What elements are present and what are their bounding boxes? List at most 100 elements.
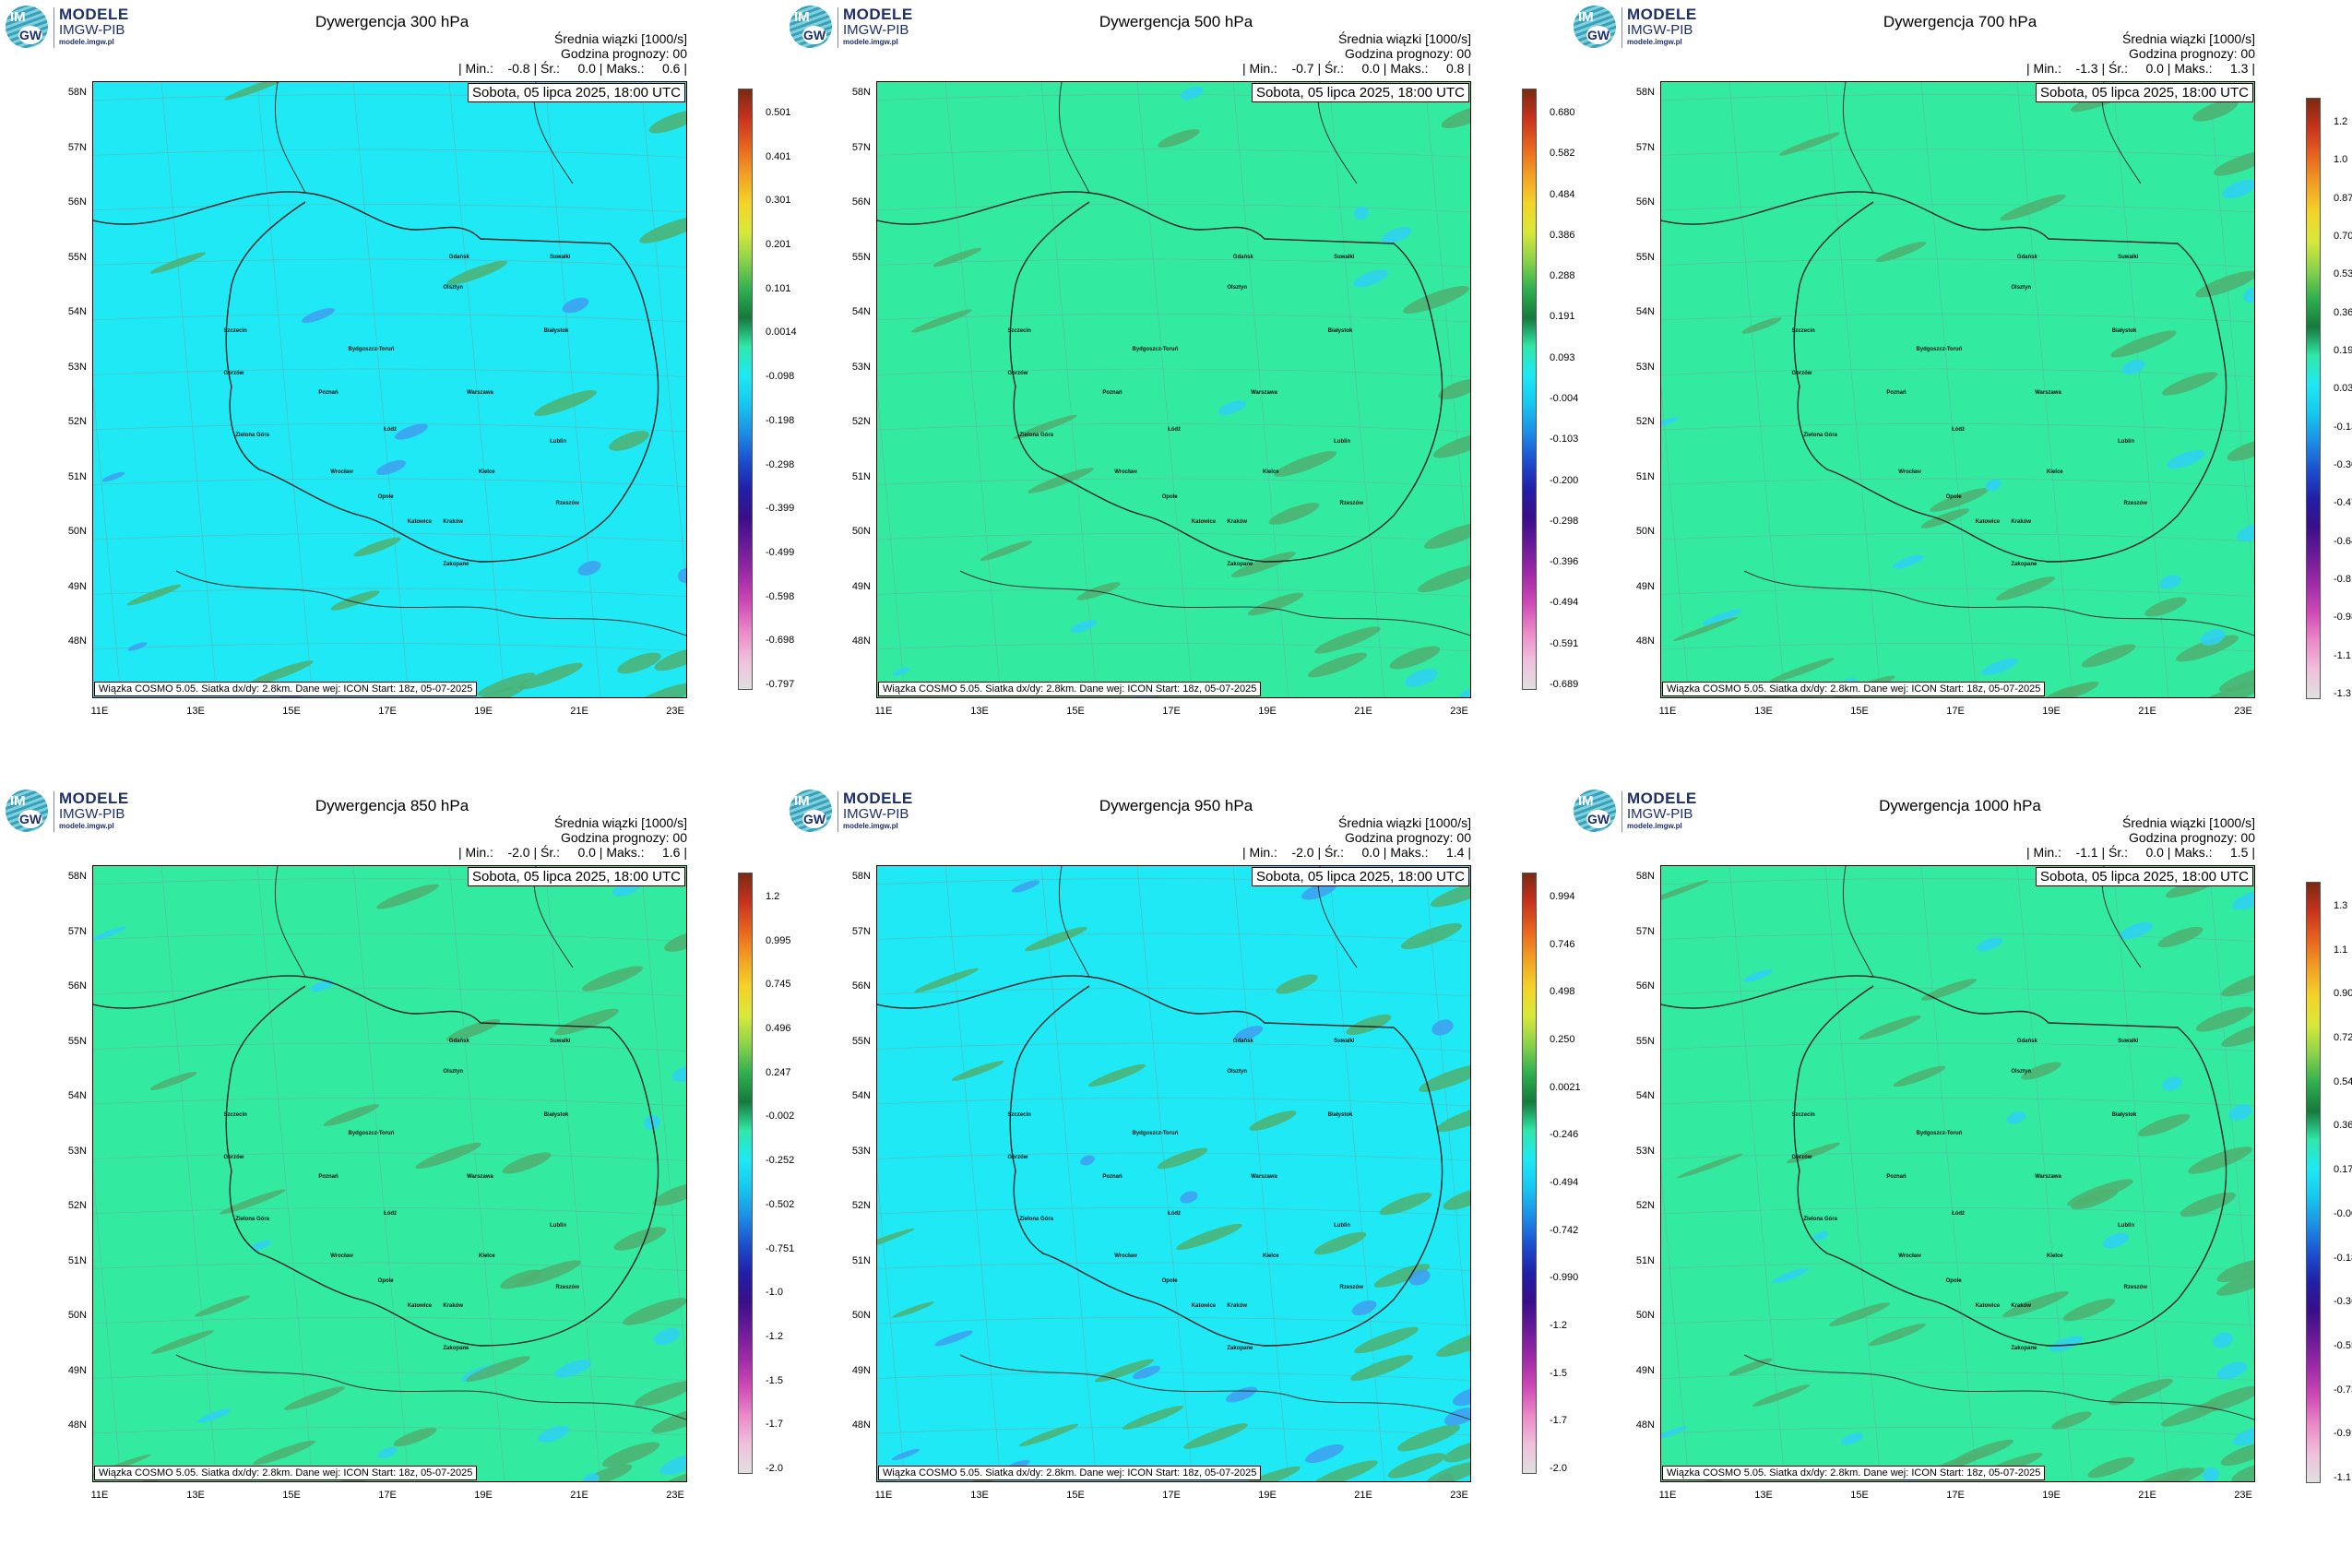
latitude-tick-label: 56N (1635, 196, 1655, 208)
convergence-patch (2062, 1298, 2116, 1322)
convergence-patch (2087, 1456, 2135, 1479)
divergence-patch (1180, 1191, 1198, 1204)
latitude-gridline (93, 1098, 686, 1107)
longitude-tick-label: 13E (186, 706, 205, 717)
city-label: Szczecin (1007, 327, 1031, 334)
city-label: Bydgoszcz-Toruń (1916, 346, 1963, 352)
city-label: Gdańsk (1232, 254, 1253, 260)
colorbar (2306, 98, 2321, 699)
convergence-patch (1231, 552, 1296, 577)
longitude-tick-label: 15E (282, 1490, 301, 1501)
convergence-patch (2049, 681, 2099, 697)
latitude-tick-label: 58N (67, 871, 87, 882)
longitude-tick-label: 11E (90, 706, 109, 717)
city-label: Łódź (1952, 426, 1966, 433)
city-label: Zakopane (2011, 562, 2037, 568)
model-info-footer: Wiązka COSMO 5.05. Siatka dx/dy: 2.8km. … (1662, 682, 2046, 696)
convergence-patch (2221, 969, 2254, 997)
latitude-tick-label: 57N (67, 141, 87, 153)
colorbar-tick-label: -0.200 (1550, 474, 1579, 486)
convergence-patch (415, 1142, 481, 1170)
divergence-patch (2216, 1361, 2248, 1380)
divergence-patch (659, 1455, 686, 1475)
convergence-patch (1379, 1192, 1432, 1216)
convergence-patch (446, 260, 507, 286)
latitude-tick-label: 49N (67, 1364, 87, 1376)
stats-label: | Min.: -0.8 | Śr.: 0.0 | Maks.: 0.6 | (458, 61, 687, 76)
latitude-gridline (877, 423, 1470, 433)
convergence-patch (149, 252, 207, 274)
convergence-patch (1354, 1326, 1419, 1354)
colorbar-tick-label: 0.0014 (766, 327, 797, 339)
convergence-patch (1677, 1153, 1743, 1179)
valid-time-box: Sobota, 05 lipca 2025, 18:00 UTC (468, 83, 685, 102)
latitude-gridline (93, 1427, 686, 1436)
convergence-patch (2137, 1113, 2191, 1137)
colorbar-tick-label: 0.201 (766, 239, 791, 251)
imgw-logo: IM GW MODELE IMGW-PIB modele.imgw.pl (790, 6, 928, 50)
colorbar-tick-label: -0.494 (1550, 1177, 1579, 1188)
stats-label: | Min.: -1.3 | Śr.: 0.0 | Maks.: 1.3 | (2026, 61, 2255, 76)
city-label: Katowice (1191, 518, 1217, 525)
latitude-gridline (877, 1317, 1470, 1326)
latitude-tick-label: 51N (1635, 470, 1655, 482)
divergence-patch (2236, 523, 2254, 541)
chart-panel: IM GW MODELE IMGW-PIB modele.imgw.pl Dywergen… (784, 0, 1578, 784)
convergence-patch (554, 1008, 619, 1036)
city-label: Zakopane (1227, 562, 1253, 568)
divergence-map: Gdańsk Suwałki Olsztyn Szczecin Białystok Byd… (876, 81, 1471, 698)
latitude-tick-label: 49N (851, 580, 871, 592)
divergence-patch (1661, 1426, 1688, 1441)
city-label: Zakopane (2011, 1346, 2037, 1352)
latitude-gridline (1661, 368, 2254, 377)
convergence-patch (639, 216, 686, 244)
convergence-patch (1373, 1264, 1431, 1288)
city-label: Gorzów (1791, 371, 1812, 377)
latitude-tick-label: 53N (851, 1145, 871, 1157)
colorbar-tick-label: 0.501 (766, 107, 791, 118)
city-label: Łódź (1168, 1210, 1182, 1217)
latitude-gridline (1661, 1317, 2254, 1326)
city-label: Rzeszów (555, 1284, 579, 1290)
convergence-patch (253, 1440, 315, 1466)
colorbar-tick-label: 1.2 (766, 891, 780, 902)
longitude-gridline (944, 866, 1002, 1481)
logo-im-text: IM (794, 9, 810, 25)
longitude-tick-label: 17E (1162, 1490, 1181, 1501)
convergence-patch (2081, 644, 2136, 668)
convergence-patch (1829, 1302, 1890, 1326)
convergence-patch (2180, 1192, 2237, 1218)
longitude-tick-label: 13E (1754, 1490, 1773, 1501)
convergence-patch (1438, 378, 1470, 400)
forecast-hour-label: Godzina prognozy: 00 (1345, 830, 1471, 845)
imgw-logo: IM GW MODELE IMGW-PIB modele.imgw.pl (1574, 6, 1712, 50)
chart-panel: IM GW MODELE IMGW-PIB modele.imgw.pl Dywergen… (0, 784, 794, 1568)
convergence-patch (1920, 508, 1970, 529)
city-label: Białystok (2111, 327, 2137, 334)
latitude-tick-label: 55N (851, 1035, 871, 1047)
city-label: Białystok (1327, 327, 1353, 334)
latitude-gridline (93, 204, 686, 213)
city-label: Suwałki (550, 254, 571, 260)
convergence-patch (1123, 1406, 1183, 1430)
latitude-gridline (1661, 1262, 2254, 1271)
latitude-tick-label: 50N (67, 526, 87, 537)
model-info-footer: Wiązka COSMO 5.05. Siatka dx/dy: 2.8km. … (94, 1466, 478, 1480)
latitude-tick-label: 55N (67, 1035, 87, 1047)
city-label: Warszawa (467, 1173, 493, 1180)
colorbar-tick-label: -0.915 (2334, 1428, 2352, 1440)
convergence-patch (1661, 880, 1709, 904)
poland-border (877, 191, 1443, 563)
longitude-tick-label: 13E (970, 1490, 989, 1501)
colorbar-tick-label: -1.7 (766, 1419, 783, 1431)
logo-emblem: IM GW (790, 790, 832, 832)
poland-border (93, 191, 659, 563)
longitude-gridline (1232, 866, 1289, 1481)
city-label: Kielce (2046, 469, 2063, 476)
latitude-tick-label: 53N (67, 1145, 87, 1157)
divergence-patch (1453, 1386, 1470, 1407)
divergence-patch (2121, 360, 2145, 374)
divergence-patch (2203, 1467, 2219, 1481)
latitude-tick-label: 50N (1635, 1310, 1655, 1321)
colorbar-tick-label: 0.178 (2334, 1164, 2352, 1176)
